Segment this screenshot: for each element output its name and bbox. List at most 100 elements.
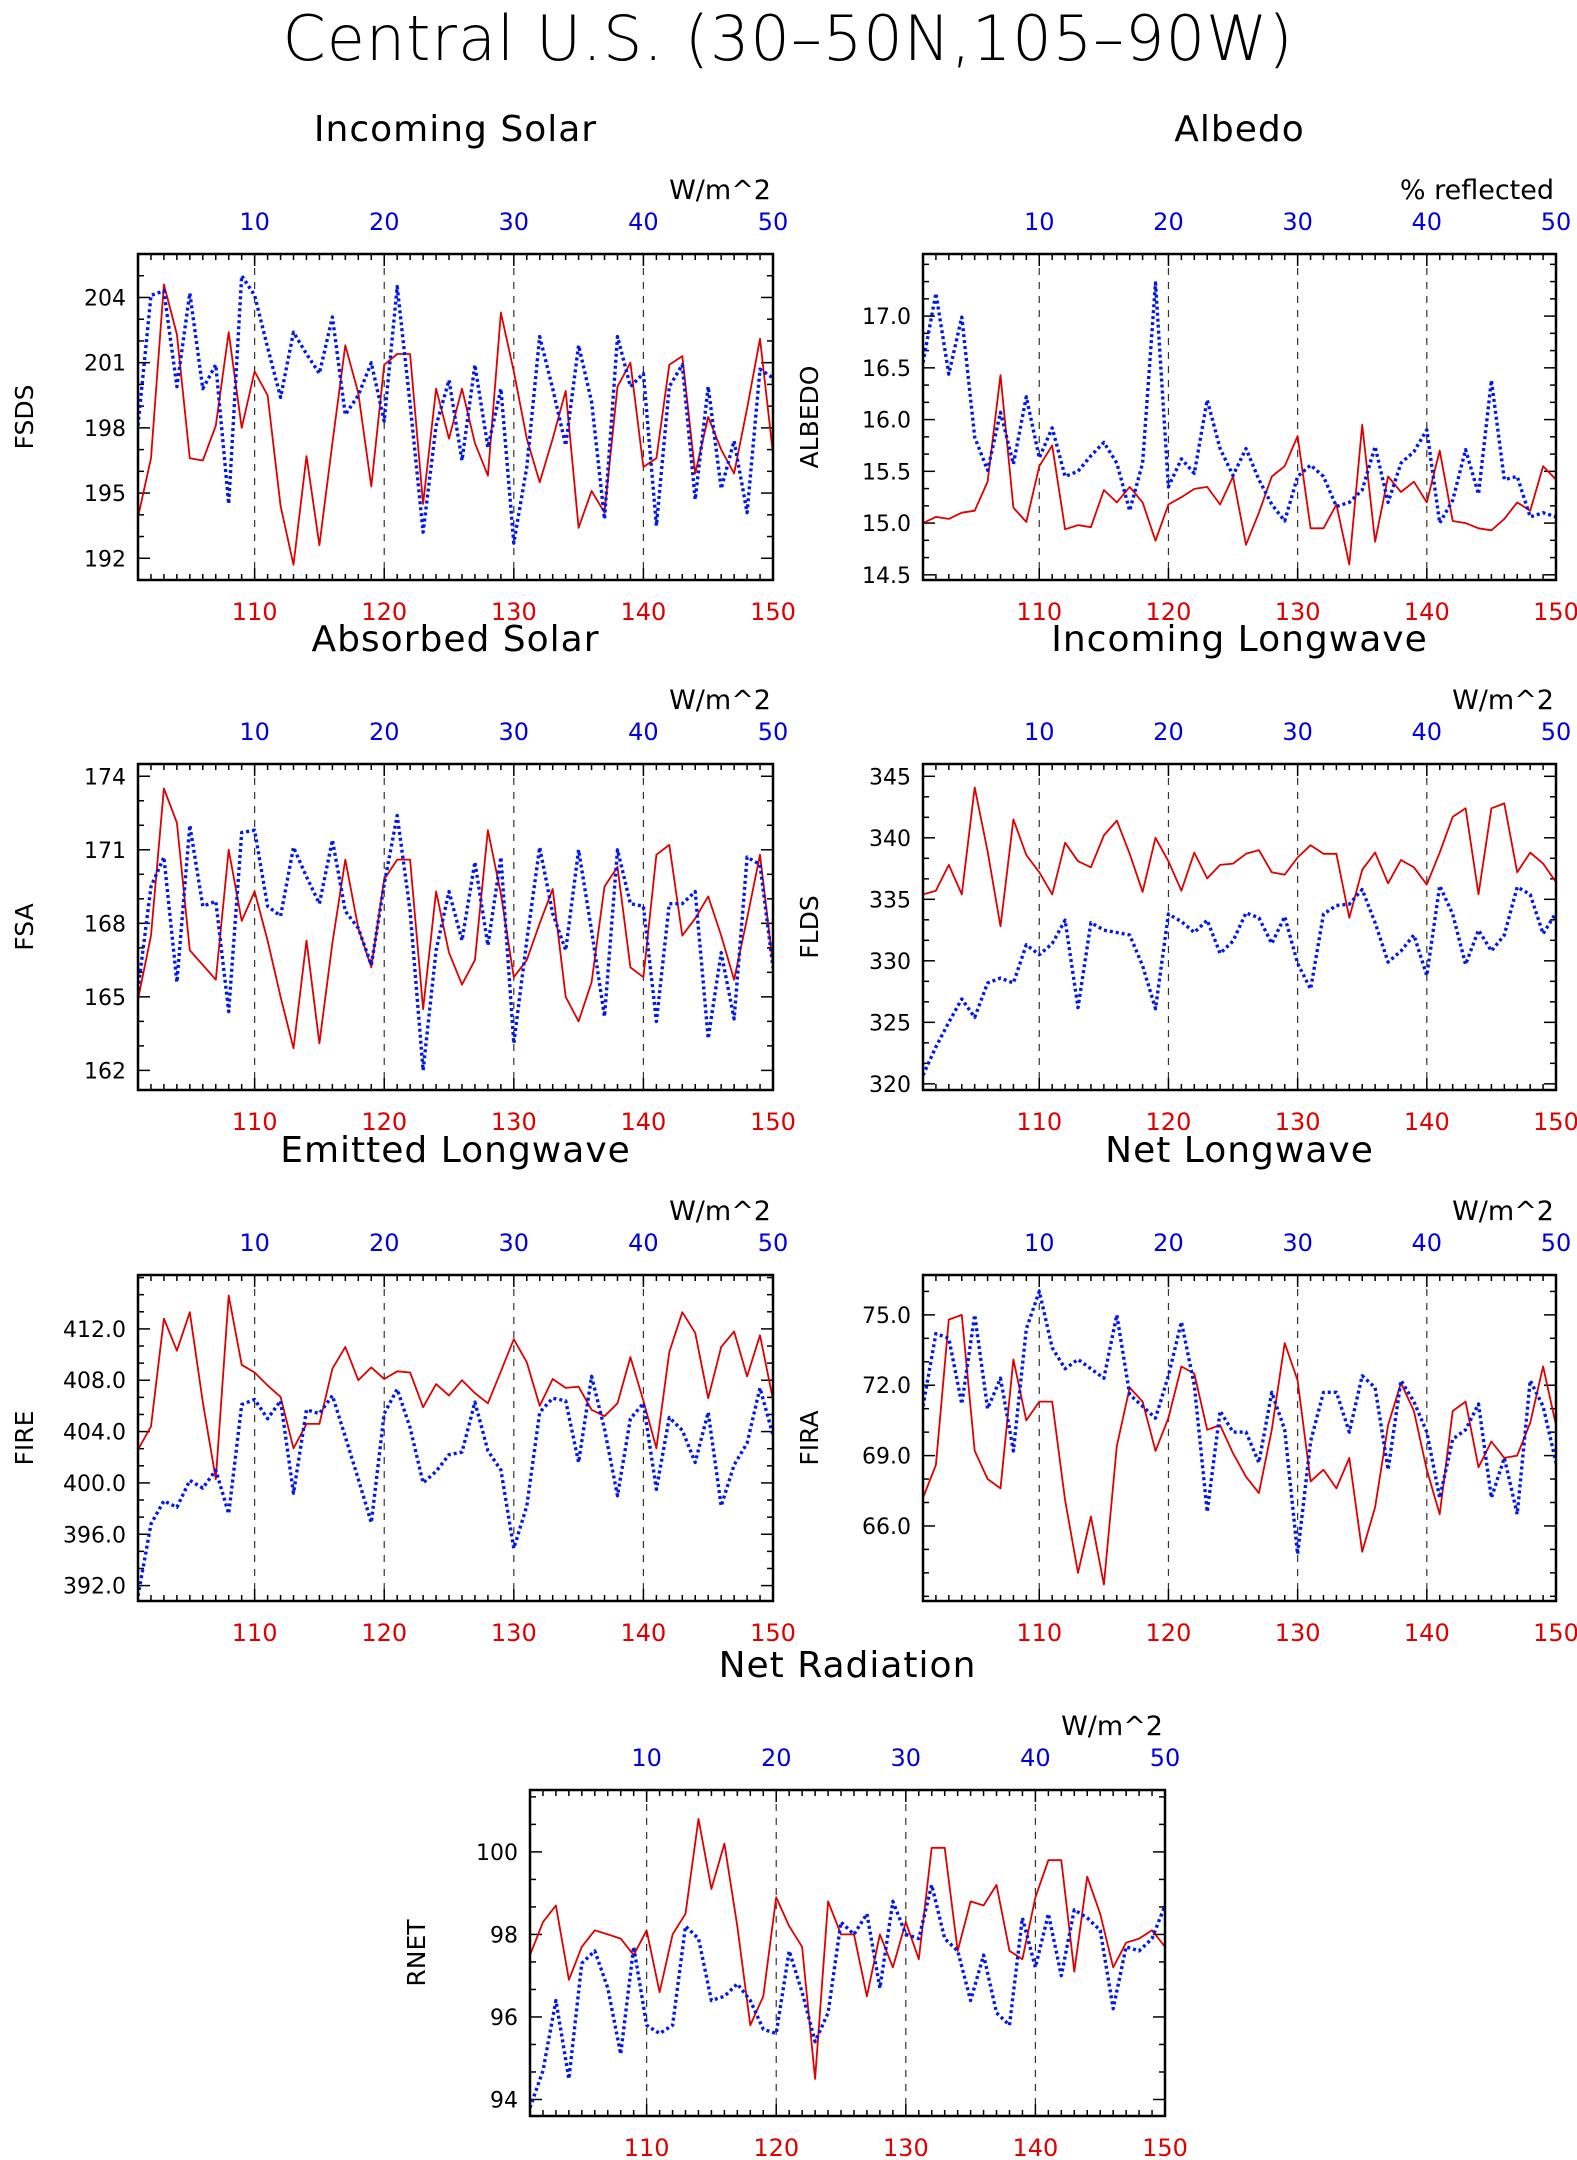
series-blue-line xyxy=(923,1289,1556,1556)
units-label: W/m^2 xyxy=(1061,1711,1163,1742)
y-tick-label: 17.0 xyxy=(862,305,911,330)
x-tick-label-bottom: 120 xyxy=(361,1108,407,1136)
x-tick-label-bottom: 120 xyxy=(1146,1619,1192,1647)
x-tick-label-bottom: 120 xyxy=(753,2134,799,2160)
x-tick-label-top: 10 xyxy=(631,1744,662,1772)
units-label: W/m^2 xyxy=(669,685,771,716)
y-tick-label: 335 xyxy=(869,888,911,913)
plot-frame xyxy=(921,252,1558,582)
panel-3: Absorbed Solar W/m^2 FSA 162 165 168 171 174 110… xyxy=(10,619,796,1136)
panel-5: Emitted Longwave W/m^2 FIRE 392.0 396.0 400.0… xyxy=(10,1130,796,1647)
series-red-line xyxy=(923,1314,1556,1586)
x-tick-label-bottom: 150 xyxy=(750,1108,796,1136)
panel-title: Incoming Longwave xyxy=(1051,619,1428,660)
x-tick-label-top: 30 xyxy=(891,1744,922,1772)
series-red-line xyxy=(923,786,1556,928)
x-tick-label-top: 50 xyxy=(758,208,789,236)
y-tick-label: 168 xyxy=(84,912,126,937)
panel-title: Incoming Solar xyxy=(314,109,597,150)
x-tick-label-bottom: 150 xyxy=(1533,598,1577,626)
y-tick-label: 400.0 xyxy=(63,1472,126,1497)
x-tick-label-bottom: 140 xyxy=(1404,598,1450,626)
y-tick-label: 15.0 xyxy=(862,512,911,537)
x-tick-label-top: 40 xyxy=(628,1229,659,1257)
y-tick-label: 100 xyxy=(476,1841,518,1866)
panel-title: Emitted Longwave xyxy=(280,1130,631,1171)
x-tick-label-top: 30 xyxy=(499,718,530,746)
series-blue-line xyxy=(138,1374,773,1597)
x-tick-label-bottom: 130 xyxy=(1275,1619,1321,1647)
y-tick-label: 412.0 xyxy=(63,1318,126,1343)
x-tick-label-bottom: 150 xyxy=(750,598,796,626)
x-tick-label-bottom: 120 xyxy=(1146,1108,1192,1136)
y-tick-label: 165 xyxy=(84,986,126,1011)
series-red-line xyxy=(923,374,1556,566)
figure-title: Central U.S. (30–50N,105–90W) xyxy=(282,2,1293,75)
y-axis-label: FSDS xyxy=(10,385,39,450)
series-red-line xyxy=(138,283,773,566)
x-tick-label-bottom: 150 xyxy=(750,1619,796,1647)
x-tick-label-top: 40 xyxy=(628,208,659,236)
y-axis-label: RNET xyxy=(402,1919,431,1987)
y-tick-label: 72.0 xyxy=(862,1374,911,1399)
y-axis-label: FIRA xyxy=(795,1410,824,1465)
x-tick-label-bottom: 110 xyxy=(624,2134,670,2160)
x-tick-label-top: 20 xyxy=(1153,1229,1184,1257)
series-blue-line xyxy=(138,274,773,545)
x-tick-label-top: 40 xyxy=(1412,1229,1443,1257)
x-tick-label-top: 30 xyxy=(1282,718,1313,746)
x-tick-label-bottom: 130 xyxy=(1275,598,1321,626)
x-tick-label-top: 20 xyxy=(1153,208,1184,236)
x-tick-label-top: 30 xyxy=(499,208,530,236)
x-tick-label-top: 30 xyxy=(1282,208,1313,236)
units-label: W/m^2 xyxy=(669,1196,771,1227)
y-tick-label: 174 xyxy=(84,765,126,790)
y-tick-label: 69.0 xyxy=(862,1445,911,1470)
plot-frame xyxy=(921,762,1558,1092)
series-blue-line xyxy=(138,813,773,1073)
units-label: W/m^2 xyxy=(1452,685,1554,716)
x-tick-label-bottom: 130 xyxy=(1275,1108,1321,1136)
y-tick-label: 195 xyxy=(84,482,126,507)
x-tick-label-top: 10 xyxy=(239,718,270,746)
y-tick-label: 75.0 xyxy=(862,1304,911,1329)
x-tick-label-bottom: 140 xyxy=(621,598,667,626)
y-tick-label: 162 xyxy=(84,1059,126,1084)
x-tick-label-bottom: 110 xyxy=(1016,598,1062,626)
x-tick-label-top: 40 xyxy=(1020,1744,1051,1772)
x-tick-label-top: 40 xyxy=(1412,208,1443,236)
x-tick-label-top: 20 xyxy=(369,1229,400,1257)
y-tick-label: 408.0 xyxy=(63,1369,126,1394)
y-tick-label: 94 xyxy=(490,2088,518,2113)
x-tick-label-top: 50 xyxy=(1150,1744,1181,1772)
x-tick-label-top: 50 xyxy=(758,1229,789,1257)
x-tick-label-bottom: 110 xyxy=(232,598,278,626)
x-tick-label-bottom: 120 xyxy=(361,1619,407,1647)
panel-6: Net Longwave W/m^2 FIRA 66.0 69.0 72.0 75.0 110… xyxy=(795,1130,1577,1647)
y-tick-label: 345 xyxy=(869,765,911,790)
chart-panels: Incoming Solar W/m^2 FSDS 192 195 198 201 204 11… xyxy=(10,109,1577,2160)
y-axis-label: FSA xyxy=(10,903,39,950)
series-red-line xyxy=(138,1294,773,1480)
x-tick-label-bottom: 130 xyxy=(491,1619,537,1647)
x-tick-label-top: 10 xyxy=(239,208,270,236)
y-tick-label: 98 xyxy=(490,1923,518,1948)
x-tick-label-top: 10 xyxy=(239,1229,270,1257)
y-axis-label: ALBEDO xyxy=(795,366,824,469)
units-label: % reflected xyxy=(1400,175,1554,206)
x-tick-label-top: 10 xyxy=(1024,718,1055,746)
y-axis-label: FLDS xyxy=(795,895,824,958)
y-tick-label: 396.0 xyxy=(63,1523,126,1548)
x-tick-label-bottom: 150 xyxy=(1142,2134,1188,2160)
x-tick-label-bottom: 150 xyxy=(1533,1619,1577,1647)
panel-title: Absorbed Solar xyxy=(311,619,599,660)
series-red-line xyxy=(138,787,773,1050)
x-tick-label-bottom: 140 xyxy=(1404,1619,1450,1647)
series-blue-line xyxy=(923,884,1556,1076)
y-tick-label: 404.0 xyxy=(63,1421,126,1446)
panel-title: Albedo xyxy=(1174,109,1305,150)
series-red-line xyxy=(530,1818,1165,2080)
panel-7: Net Radiation W/m^2 RNET 94 96 98 100 110 120 130… xyxy=(402,1645,1188,2160)
y-tick-label: 96 xyxy=(490,2006,518,2031)
panel-title: Net Radiation xyxy=(719,1645,977,1686)
